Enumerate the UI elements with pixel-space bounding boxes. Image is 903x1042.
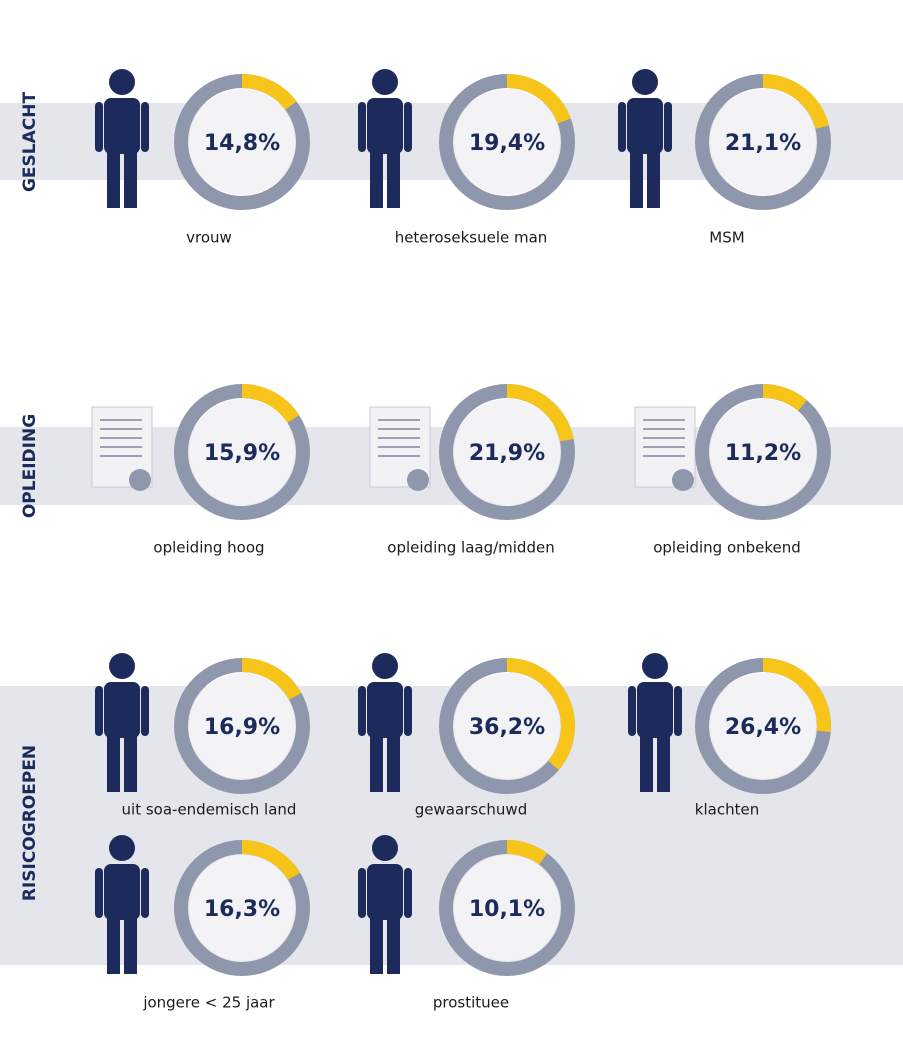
leg bbox=[124, 150, 137, 208]
value-label: 16,3% bbox=[204, 897, 280, 922]
arm bbox=[404, 868, 412, 918]
value-label: 19,4% bbox=[469, 131, 545, 156]
leg bbox=[370, 150, 383, 208]
leg bbox=[370, 734, 383, 792]
seal bbox=[407, 469, 429, 491]
leg bbox=[124, 916, 137, 974]
diploma-icon bbox=[92, 407, 152, 491]
leg bbox=[387, 734, 400, 792]
head bbox=[372, 69, 398, 95]
torso bbox=[367, 98, 403, 154]
torso bbox=[104, 682, 140, 738]
arm bbox=[141, 868, 149, 918]
arm bbox=[618, 102, 626, 152]
leg bbox=[107, 150, 120, 208]
leg bbox=[370, 916, 383, 974]
caption: opleiding laag/midden bbox=[387, 539, 554, 557]
caption: MSM bbox=[709, 229, 744, 247]
head bbox=[109, 835, 135, 861]
seal bbox=[672, 469, 694, 491]
leg bbox=[107, 734, 120, 792]
head bbox=[372, 653, 398, 679]
torso bbox=[637, 682, 673, 738]
group-label: RISICOGROEPEN bbox=[20, 745, 40, 901]
value-label: 36,2% bbox=[469, 715, 545, 740]
caption: jongere < 25 jaar bbox=[142, 994, 275, 1012]
leg bbox=[640, 734, 653, 792]
arm bbox=[95, 102, 103, 152]
leg bbox=[107, 916, 120, 974]
caption: vrouw bbox=[186, 229, 232, 247]
caption: klachten bbox=[695, 801, 759, 819]
arm bbox=[358, 868, 366, 918]
caption: uit soa-endemisch land bbox=[122, 801, 297, 819]
value-label: 16,9% bbox=[204, 715, 280, 740]
head bbox=[109, 69, 135, 95]
torso bbox=[104, 864, 140, 920]
diploma-icon bbox=[635, 407, 695, 491]
value-label: 14,8% bbox=[204, 131, 280, 156]
caption: heteroseksuele man bbox=[395, 229, 548, 247]
caption: opleiding hoog bbox=[153, 539, 264, 557]
torso bbox=[104, 98, 140, 154]
torso bbox=[627, 98, 663, 154]
value-label: 21,1% bbox=[725, 131, 801, 156]
value-label: 10,1% bbox=[469, 897, 545, 922]
head bbox=[372, 835, 398, 861]
leg bbox=[657, 734, 670, 792]
diploma-icon bbox=[370, 407, 430, 491]
arm bbox=[141, 686, 149, 736]
head bbox=[642, 653, 668, 679]
caption: gewaarschuwd bbox=[415, 801, 527, 819]
value-label: 15,9% bbox=[204, 441, 280, 466]
head bbox=[109, 653, 135, 679]
torso bbox=[367, 864, 403, 920]
head bbox=[632, 69, 658, 95]
arm bbox=[358, 102, 366, 152]
value-label: 11,2% bbox=[725, 441, 801, 466]
torso bbox=[367, 682, 403, 738]
arm bbox=[664, 102, 672, 152]
leg bbox=[387, 150, 400, 208]
leg bbox=[630, 150, 643, 208]
arm bbox=[404, 686, 412, 736]
arm bbox=[95, 868, 103, 918]
caption: prostituee bbox=[433, 994, 509, 1012]
arm bbox=[404, 102, 412, 152]
arm bbox=[95, 686, 103, 736]
value-label: 21,9% bbox=[469, 441, 545, 466]
seal bbox=[129, 469, 151, 491]
infographic: GESLACHT 14,8% vrouw 19,4% heteroseksuele ma… bbox=[0, 0, 903, 1042]
arm bbox=[358, 686, 366, 736]
group-label: GESLACHT bbox=[20, 92, 40, 193]
leg bbox=[647, 150, 660, 208]
leg bbox=[387, 916, 400, 974]
value-label: 26,4% bbox=[725, 715, 801, 740]
arm bbox=[628, 686, 636, 736]
leg bbox=[124, 734, 137, 792]
group-label: OPLEIDING bbox=[20, 414, 40, 518]
arm bbox=[141, 102, 149, 152]
caption: opleiding onbekend bbox=[653, 539, 801, 557]
arm bbox=[674, 686, 682, 736]
